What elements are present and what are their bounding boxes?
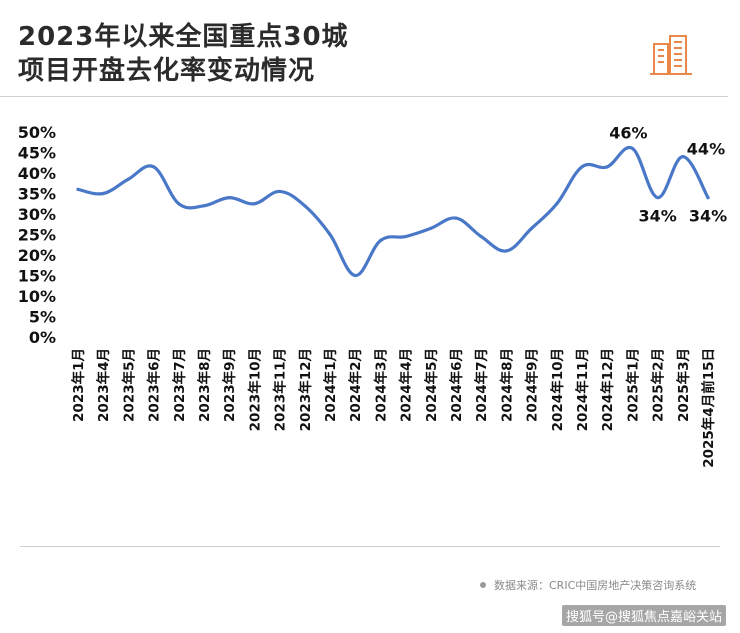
y-tick-label: 0% <box>29 328 56 347</box>
y-tick-label: 30% <box>18 205 56 224</box>
x-tick-label: 2023年5月 <box>120 348 137 422</box>
data-point <box>378 239 382 243</box>
data-point <box>706 196 710 200</box>
data-point <box>101 191 105 196</box>
data-point <box>605 165 609 169</box>
x-tick-label: 2023年11月 <box>272 348 289 431</box>
header-divider <box>0 96 728 97</box>
x-tick-label: 2024年1月 <box>322 348 339 422</box>
data-source-text: 数据来源：CRIC中国房地产决策咨询系统 <box>494 579 697 592</box>
data-point <box>353 273 357 278</box>
data-label: 34% <box>638 207 676 226</box>
data-point <box>278 189 282 194</box>
data-point <box>202 204 206 208</box>
y-tick-label: 40% <box>18 164 56 183</box>
x-tick-label: 2023年8月 <box>196 348 213 422</box>
x-tick-label: 2023年7月 <box>171 348 188 422</box>
data-point <box>454 216 458 220</box>
y-tick-label: 45% <box>18 144 56 163</box>
y-tick-label: 50% <box>18 123 56 142</box>
x-tick-label: 2023年4月 <box>95 348 112 422</box>
data-point <box>404 234 408 239</box>
y-tick-label: 35% <box>18 185 56 204</box>
data-point <box>227 196 231 200</box>
buildings-icon <box>650 35 692 75</box>
data-point <box>152 165 156 169</box>
x-tick-label: 2024年7月 <box>473 348 490 422</box>
x-tick-label: 2025年3月 <box>675 348 692 422</box>
y-tick-label: 5% <box>29 308 56 327</box>
x-tick-label: 2023年10月 <box>246 348 263 431</box>
data-point <box>303 204 307 208</box>
data-point <box>328 232 332 237</box>
title-line-1: 2023年以来全国重点30城 <box>18 22 349 52</box>
data-source: 数据来源：CRIC中国房地产决策咨询系统 <box>480 577 696 593</box>
data-point <box>504 249 508 253</box>
data-point <box>479 234 483 239</box>
y-tick-label: 15% <box>18 267 56 286</box>
publisher-credit: 搜狐号@搜狐焦点嘉峪关站 <box>561 605 726 626</box>
data-point <box>681 155 685 159</box>
data-point <box>76 187 80 191</box>
x-tick-label: 2024年6月 <box>448 348 465 422</box>
x-tick-label: 2024年5月 <box>423 348 440 422</box>
data-point <box>530 226 534 230</box>
x-tick-label: 2024年2月 <box>347 348 364 422</box>
data-point <box>580 165 584 169</box>
data-point <box>656 196 660 200</box>
x-tick-label: 2024年8月 <box>498 348 515 422</box>
x-tick-label: 2024年4月 <box>398 348 415 422</box>
y-tick-label: 20% <box>18 246 56 265</box>
series-line <box>76 145 710 278</box>
data-label: 46% <box>609 123 647 142</box>
x-tick-label: 2024年10月 <box>549 348 566 431</box>
title-line-2: 项目开盘去化率变动情况 <box>18 56 316 86</box>
data-point <box>126 177 130 181</box>
title-block: 2023年以来全国重点30城 项目开盘去化率变动情况 <box>18 20 349 88</box>
x-tick-label: 2025年1月 <box>624 348 641 422</box>
y-tick-label: 25% <box>18 226 56 245</box>
data-point <box>252 202 256 206</box>
data-point <box>555 202 559 206</box>
data-label: 44% <box>687 140 725 159</box>
data-point <box>429 226 433 230</box>
x-tick-label: 2024年12月 <box>599 348 616 431</box>
x-tick-label: 2024年9月 <box>524 348 541 422</box>
footer-divider <box>20 546 720 547</box>
x-tick-label: 2025年4月前15日 <box>700 348 717 468</box>
y-tick-label: 10% <box>18 287 56 306</box>
data-point <box>177 202 181 206</box>
bullet-icon <box>480 582 486 588</box>
x-tick-label: 2023年1月 <box>70 348 87 422</box>
x-tick-label: 2023年6月 <box>146 348 163 422</box>
data-point <box>630 146 635 150</box>
x-tick-label: 2023年9月 <box>221 348 238 422</box>
x-tick-label: 2024年11月 <box>574 348 591 431</box>
x-tick-label: 2025年2月 <box>650 348 667 422</box>
x-tick-label: 2024年3月 <box>372 348 389 422</box>
data-label: 34% <box>689 207 727 226</box>
x-tick-label: 2023年12月 <box>297 348 314 431</box>
